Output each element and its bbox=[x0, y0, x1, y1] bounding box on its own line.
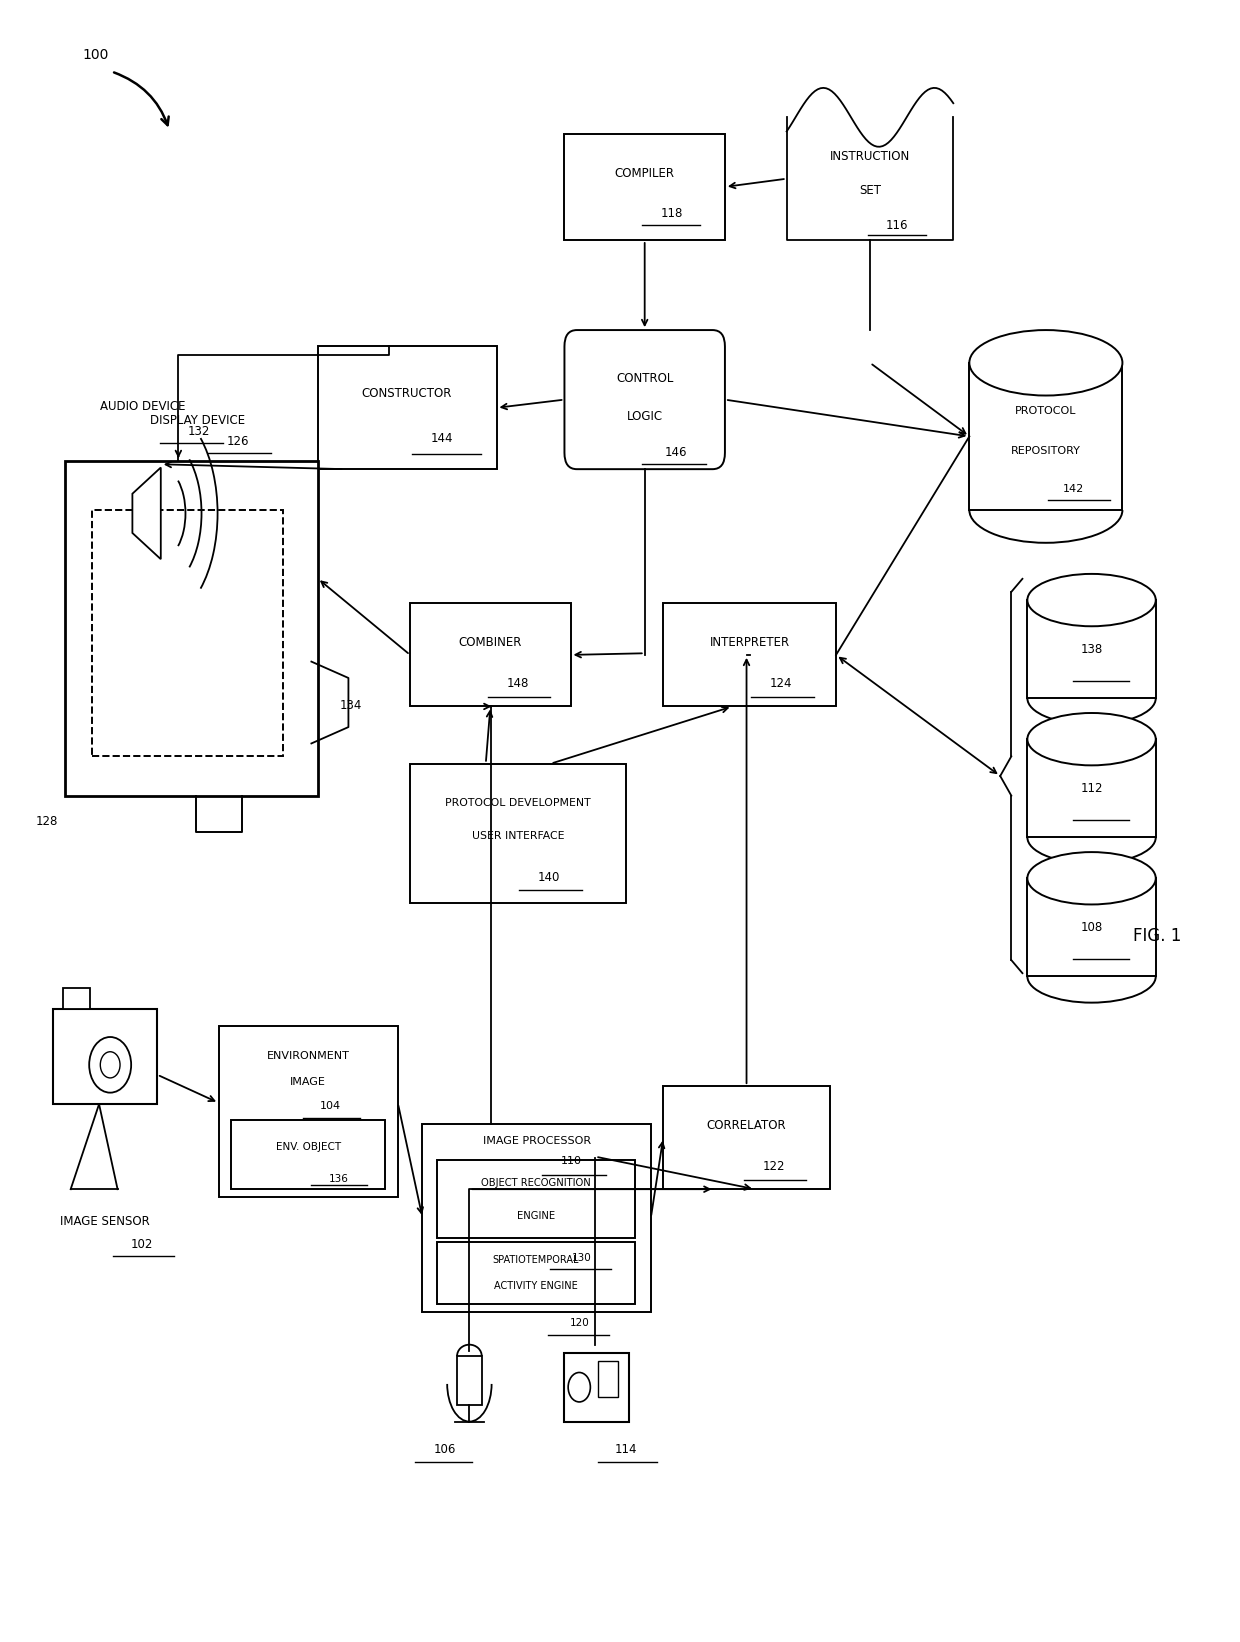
Text: INSTRUCTION: INSTRUCTION bbox=[830, 149, 910, 163]
Bar bbox=[564, 133, 725, 240]
Text: COMBINER: COMBINER bbox=[459, 635, 522, 649]
Text: INTERPRETER: INTERPRETER bbox=[709, 635, 790, 649]
Text: COMPILER: COMPILER bbox=[615, 166, 675, 179]
Text: DISPLAY DEVICE: DISPLAY DEVICE bbox=[150, 414, 244, 427]
Text: CORRELATOR: CORRELATOR bbox=[707, 1118, 786, 1131]
Polygon shape bbox=[133, 468, 161, 560]
Text: 112: 112 bbox=[1080, 782, 1102, 795]
Text: 100: 100 bbox=[82, 48, 109, 62]
Text: LOGIC: LOGIC bbox=[626, 410, 662, 422]
Text: 144: 144 bbox=[430, 432, 453, 445]
Text: IMAGE SENSOR: IMAGE SENSOR bbox=[61, 1215, 150, 1228]
Text: 110: 110 bbox=[560, 1156, 582, 1166]
Text: ENV. OBJECT: ENV. OBJECT bbox=[275, 1141, 341, 1151]
Text: ACTIVITY ENGINE: ACTIVITY ENGINE bbox=[495, 1281, 578, 1291]
Text: IMAGE PROCESSOR: IMAGE PROCESSOR bbox=[482, 1136, 590, 1146]
Text: PROTOCOL DEVELOPMENT: PROTOCOL DEVELOPMENT bbox=[445, 798, 591, 808]
Bar bbox=[598, 1361, 618, 1397]
Text: SPATIOTEMPORAL: SPATIOTEMPORAL bbox=[492, 1254, 579, 1266]
Text: 148: 148 bbox=[506, 677, 528, 690]
Ellipse shape bbox=[1028, 852, 1156, 905]
Bar bbox=[218, 1026, 398, 1197]
Bar bbox=[1028, 878, 1156, 977]
Text: 106: 106 bbox=[434, 1443, 456, 1456]
Bar bbox=[92, 511, 283, 755]
Text: 138: 138 bbox=[1080, 642, 1102, 655]
Text: 104: 104 bbox=[320, 1102, 341, 1112]
Text: 122: 122 bbox=[763, 1159, 785, 1172]
Text: 126: 126 bbox=[227, 435, 249, 448]
Circle shape bbox=[89, 1038, 131, 1092]
Circle shape bbox=[568, 1373, 590, 1402]
Bar bbox=[970, 363, 1122, 511]
Bar bbox=[317, 346, 496, 470]
Text: ENVIRONMENT: ENVIRONMENT bbox=[267, 1051, 350, 1061]
Text: 142: 142 bbox=[1063, 484, 1084, 494]
Bar bbox=[410, 764, 626, 903]
Bar bbox=[438, 1241, 635, 1304]
Text: OBJECT RECOGNITION: OBJECT RECOGNITION bbox=[481, 1179, 591, 1189]
Text: 108: 108 bbox=[1080, 921, 1102, 934]
Text: 120: 120 bbox=[569, 1319, 589, 1328]
Text: CONSTRUCTOR: CONSTRUCTOR bbox=[362, 386, 453, 399]
Bar bbox=[64, 461, 317, 796]
Text: 118: 118 bbox=[661, 207, 683, 220]
Polygon shape bbox=[786, 89, 954, 146]
Ellipse shape bbox=[1028, 713, 1156, 765]
Bar bbox=[423, 1123, 651, 1312]
Bar bbox=[663, 1085, 830, 1189]
Bar bbox=[231, 1120, 386, 1189]
FancyBboxPatch shape bbox=[564, 330, 725, 470]
Bar bbox=[410, 603, 570, 706]
Ellipse shape bbox=[1028, 575, 1156, 626]
Text: 116: 116 bbox=[885, 218, 909, 232]
Bar bbox=[53, 1010, 157, 1103]
Text: REPOSITORY: REPOSITORY bbox=[1011, 447, 1081, 456]
Text: 140: 140 bbox=[538, 872, 560, 885]
Text: 132: 132 bbox=[188, 425, 211, 438]
Text: USER INTERFACE: USER INTERFACE bbox=[472, 831, 564, 841]
Bar bbox=[1028, 739, 1156, 837]
Text: 136: 136 bbox=[330, 1174, 350, 1184]
Bar bbox=[1028, 599, 1156, 698]
Text: 128: 128 bbox=[36, 814, 58, 828]
Bar bbox=[63, 988, 91, 1010]
Bar bbox=[438, 1159, 635, 1238]
Circle shape bbox=[100, 1053, 120, 1077]
Bar bbox=[564, 1353, 629, 1422]
Text: PROTOCOL: PROTOCOL bbox=[1016, 407, 1076, 417]
Text: AUDIO DEVICE: AUDIO DEVICE bbox=[99, 401, 185, 414]
Text: 124: 124 bbox=[769, 677, 791, 690]
Text: FIG. 1: FIG. 1 bbox=[1133, 926, 1182, 944]
Text: CONTROL: CONTROL bbox=[616, 373, 673, 386]
Bar bbox=[663, 603, 836, 706]
Text: SET: SET bbox=[859, 184, 880, 197]
Text: 102: 102 bbox=[131, 1238, 154, 1251]
Text: IMAGE: IMAGE bbox=[290, 1077, 326, 1087]
Text: 146: 146 bbox=[665, 447, 687, 460]
FancyArrowPatch shape bbox=[114, 72, 169, 125]
Text: 114: 114 bbox=[615, 1443, 637, 1456]
Text: ENGINE: ENGINE bbox=[517, 1212, 556, 1222]
Ellipse shape bbox=[970, 330, 1122, 396]
Bar bbox=[458, 1356, 482, 1406]
Text: 134: 134 bbox=[340, 699, 362, 713]
Text: 130: 130 bbox=[572, 1253, 591, 1263]
